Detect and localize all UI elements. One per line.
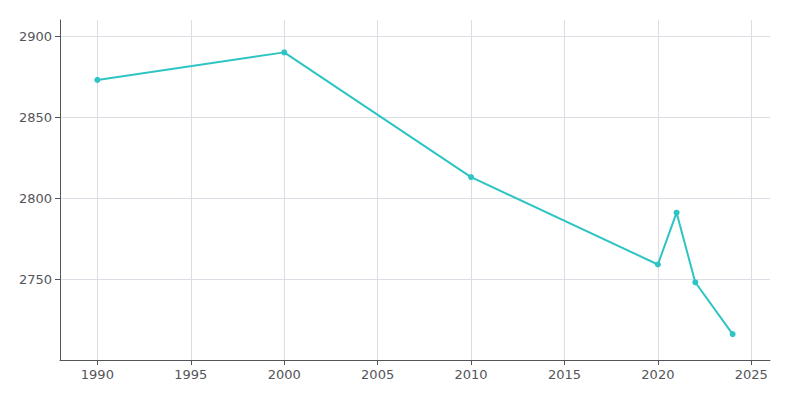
svg-text:2750: 2750: [19, 272, 52, 287]
svg-text:2800: 2800: [19, 191, 52, 206]
svg-text:2000: 2000: [268, 367, 301, 382]
svg-text:2850: 2850: [19, 110, 52, 125]
svg-text:2010: 2010: [455, 367, 488, 382]
svg-text:2025: 2025: [735, 367, 768, 382]
svg-text:2900: 2900: [19, 29, 52, 44]
svg-text:2020: 2020: [641, 367, 674, 382]
svg-text:2015: 2015: [548, 367, 581, 382]
svg-text:1995: 1995: [174, 367, 207, 382]
svg-text:1990: 1990: [81, 367, 114, 382]
svg-text:2005: 2005: [361, 367, 394, 382]
